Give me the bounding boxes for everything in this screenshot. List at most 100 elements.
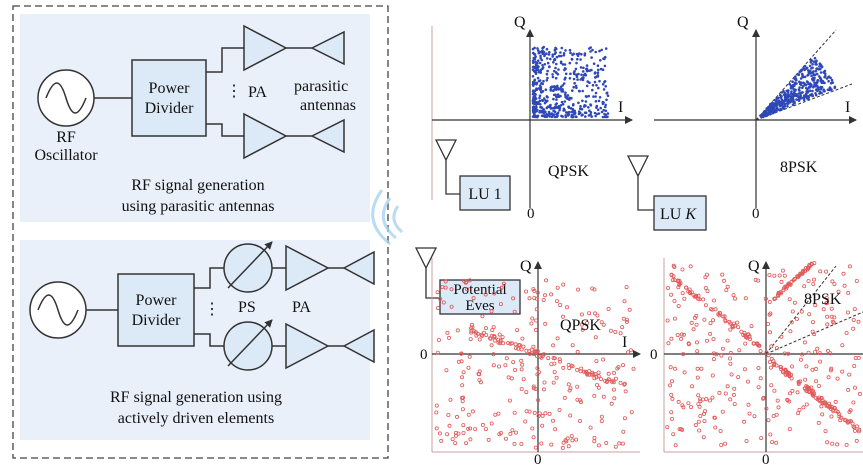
scatter-point (554, 76, 558, 80)
scatter-point (434, 403, 439, 408)
scatter-point (691, 292, 696, 297)
scatter-point (789, 372, 794, 377)
scatter-point (541, 109, 544, 112)
scatter-point (558, 302, 563, 307)
scatter-point (601, 82, 605, 86)
scatter-point (818, 359, 823, 364)
scatter-point (592, 376, 597, 381)
scatter-point (513, 342, 518, 347)
scatter-point (769, 107, 772, 111)
scatter-point (588, 81, 591, 84)
scatter-point (538, 94, 542, 98)
scatter-point (549, 292, 554, 297)
scatter-point (557, 104, 561, 108)
scatter-point (786, 98, 790, 102)
scatter-point (800, 352, 805, 357)
scatter-point (825, 77, 829, 80)
scatter-point (851, 326, 856, 331)
scatter-point (558, 109, 561, 112)
scatter-point (810, 74, 813, 78)
scatter-point (682, 296, 687, 301)
scatter-point (489, 309, 494, 314)
scatter-point (672, 264, 677, 269)
scatter-point (556, 93, 560, 96)
scatter-point (455, 328, 460, 333)
scatter-point (536, 413, 541, 418)
scatter-point (446, 335, 451, 340)
q-axis-label: Q (514, 14, 526, 31)
scatter-point (742, 419, 747, 424)
scatter-point (536, 398, 541, 403)
scatter-point (541, 52, 544, 55)
scatter-point (600, 110, 604, 114)
scatter-point (514, 346, 519, 351)
scatter-point (779, 367, 784, 372)
scatter-point (790, 364, 795, 369)
scatter-point (813, 81, 816, 84)
scatter-point (534, 307, 539, 312)
scatter-point (807, 95, 810, 98)
scatter-point (704, 396, 709, 401)
scatter-point (551, 73, 554, 76)
scatter-point (784, 284, 789, 289)
scatter-point (565, 436, 570, 441)
scatter-point (532, 61, 535, 65)
scatter-point (517, 342, 522, 347)
scatter-point (593, 111, 597, 115)
scatter-point (798, 89, 801, 92)
scatter-point (589, 104, 593, 107)
scatter-point (531, 386, 536, 391)
scatter-point (794, 77, 797, 81)
i-axis-label: I (845, 99, 850, 116)
scatter-point (803, 377, 808, 382)
scatter-point (563, 63, 567, 66)
parasitic-caption-1: RF signal generation (131, 177, 264, 194)
scatter-point (585, 320, 590, 325)
scatter-point (603, 112, 606, 116)
scatter-point (578, 418, 583, 423)
scatter-points (531, 45, 610, 119)
scatter-point (519, 347, 524, 352)
scatter-point (710, 307, 715, 312)
scatter-point (805, 90, 808, 93)
scatter-point (819, 63, 823, 67)
scatter-point (555, 47, 558, 51)
scatter-point (724, 288, 729, 293)
scatter-point (797, 407, 802, 412)
scatter-point (582, 66, 585, 70)
scatter-point (524, 289, 529, 294)
scatter-point (531, 384, 536, 389)
scatter-point (837, 414, 842, 419)
scatter-point (838, 418, 843, 423)
scatter-point (577, 72, 580, 76)
scatter-point (670, 379, 675, 384)
scatter-point (764, 350, 769, 355)
scatter-point (595, 313, 600, 318)
scatter-point (793, 101, 796, 105)
scatter-point (454, 414, 459, 419)
scatter-point (539, 105, 542, 109)
scatter-point (479, 332, 484, 337)
scatter-point (596, 374, 601, 379)
scatter-point (566, 444, 571, 449)
scatter-point (792, 277, 797, 282)
scatter-point (547, 53, 551, 56)
scatter-point (512, 441, 517, 446)
scatter-point (808, 89, 812, 92)
scatter-point (811, 281, 816, 286)
scatter-point (562, 52, 566, 55)
scatter-point (469, 328, 474, 333)
scatter-point (568, 77, 572, 80)
scatter-point (719, 442, 724, 447)
scatter-point (585, 69, 589, 73)
scatter-point (574, 115, 577, 118)
scatter-point (534, 60, 537, 63)
scatter-point (596, 71, 600, 74)
scatter-point (615, 366, 620, 371)
scatter-point (817, 383, 822, 388)
scatter-point (764, 110, 768, 114)
scatter-point (719, 353, 724, 358)
scatter-point (527, 409, 532, 414)
scatter-point (606, 112, 610, 115)
scatter-point (697, 297, 702, 302)
